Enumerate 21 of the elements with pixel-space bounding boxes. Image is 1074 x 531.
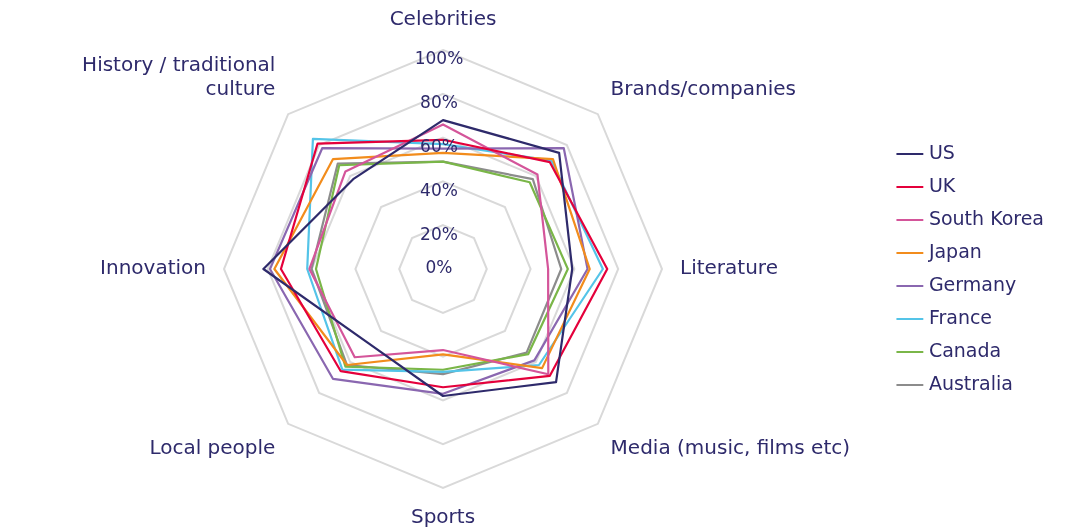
spoke-label: Local people bbox=[149, 434, 276, 459]
spoke-label: Sports bbox=[410, 504, 476, 529]
legend-label: Germany bbox=[928, 272, 1017, 295]
legend-label: US bbox=[928, 140, 955, 163]
legend-label: France bbox=[928, 305, 993, 328]
spoke-label: Celebrities bbox=[389, 6, 497, 31]
spoke-label: History / traditional culture bbox=[82, 51, 276, 100]
legend-label: Canada bbox=[928, 338, 1002, 361]
spoke-label: Literature bbox=[680, 255, 778, 280]
y-tick-label: 40% bbox=[420, 179, 458, 200]
y-tick-label: 100% bbox=[414, 48, 464, 69]
y-tick-label: 0% bbox=[425, 257, 453, 278]
legend-label: Australia bbox=[928, 371, 1013, 394]
y-tick-label: 80% bbox=[420, 92, 458, 113]
spoke-label: Media (music, films etc) bbox=[610, 434, 851, 459]
legend-label: South Korea bbox=[928, 206, 1044, 229]
y-tick-label: 20% bbox=[420, 223, 458, 244]
legend-label: UK bbox=[928, 173, 956, 196]
spoke-label: Brands/companies bbox=[610, 75, 796, 100]
spoke-label: Innovation bbox=[100, 255, 206, 280]
legend-label: Japan bbox=[927, 239, 982, 262]
